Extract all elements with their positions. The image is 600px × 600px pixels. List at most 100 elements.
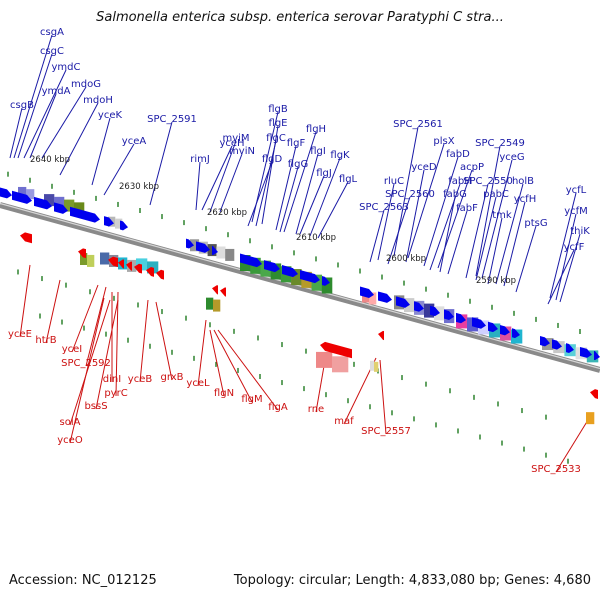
label-leader-line xyxy=(23,69,67,159)
kbp-label: 2620 kbp xyxy=(207,208,247,218)
label-leader-line xyxy=(515,225,537,293)
backbone-highlight xyxy=(0,202,600,370)
forward-gene-arrow xyxy=(282,265,298,278)
forward-gene-arrow xyxy=(580,347,592,358)
gene-feature-block xyxy=(44,194,55,207)
forward-gene-label: flgC xyxy=(266,133,286,144)
gene-feature-block xyxy=(64,199,75,212)
forward-gene-arrow xyxy=(414,301,424,312)
reverse-gene-label: solA xyxy=(60,417,81,428)
forward-gene-arrow xyxy=(196,241,210,253)
forward-gene-label: mviM xyxy=(222,133,249,144)
map-title: Salmonella enterica subsp. enterica sero… xyxy=(96,10,504,25)
forward-gene-label: SPC_2550 xyxy=(463,176,513,187)
label-leader-line xyxy=(299,175,325,235)
gene-feature-block xyxy=(370,360,375,371)
forward-gene-arrow xyxy=(322,276,330,286)
reverse-gene-label: grxB xyxy=(161,372,184,383)
label-leader-line xyxy=(219,153,243,213)
gene-feature-block xyxy=(190,239,200,252)
forward-gene-label: csgB xyxy=(10,100,34,111)
label-leader-line xyxy=(69,299,111,426)
label-leader-line xyxy=(29,93,57,159)
forward-gene-arrow xyxy=(120,220,128,231)
label-leader-line xyxy=(405,169,425,263)
reverse-gene-arrow xyxy=(20,232,32,244)
forward-gene-arrow xyxy=(472,317,486,329)
forward-gene-label: mdoG xyxy=(71,79,101,90)
label-leader-line xyxy=(85,286,107,367)
label-leader-line xyxy=(283,131,317,233)
forward-gene-arrow xyxy=(70,206,100,223)
forward-gene-label: SPC_2560 xyxy=(385,189,435,200)
forward-gene-arrow xyxy=(444,309,454,320)
gene-feature-block xyxy=(369,292,377,305)
reverse-gene-arrow xyxy=(134,263,142,274)
label-leader-line xyxy=(549,192,577,299)
reverse-gene-label: yceE xyxy=(8,329,32,340)
gene-feature-block xyxy=(26,189,35,200)
label-leader-line xyxy=(59,102,99,176)
gene-feature-block xyxy=(216,246,226,259)
reverse-gene-label: bssS xyxy=(84,401,107,412)
gene-feature-block xyxy=(321,277,333,294)
reverse-gene-arrow xyxy=(378,330,384,341)
reverse-gene-label: pyrC xyxy=(104,388,127,399)
label-leader-line xyxy=(315,365,325,413)
forward-gene-label: ptsG xyxy=(524,218,547,229)
forward-gene-arrow xyxy=(12,190,32,204)
label-leader-line xyxy=(41,86,87,159)
forward-gene-label: tmk xyxy=(492,210,512,221)
forward-gene-label: flgE xyxy=(269,118,288,129)
label-leader-line xyxy=(115,291,119,397)
gene-feature-block xyxy=(115,218,123,229)
forward-gene-label: flgH xyxy=(306,124,326,135)
forward-gene-arrow xyxy=(512,328,520,339)
reverse-gene-arrow xyxy=(156,269,164,280)
reverse-gene-arrow xyxy=(212,285,218,295)
forward-gene-arrow xyxy=(300,270,320,284)
label-leader-line xyxy=(155,301,173,381)
forward-gene-label: fabF xyxy=(456,203,478,214)
forward-gene-label: flgG xyxy=(288,159,308,170)
reverse-gene-arrow xyxy=(78,248,86,259)
reverse-gene-arrow xyxy=(590,389,598,399)
label-leader-line xyxy=(19,264,31,338)
label-leader-line xyxy=(149,121,173,206)
kbp-label: 2590 kbp xyxy=(476,276,516,286)
label-leader-line xyxy=(255,140,277,227)
accession-label: Accession: NC_012125 xyxy=(9,573,157,588)
forward-gene-arrow xyxy=(430,305,440,317)
forward-gene-label: flgK xyxy=(330,150,350,161)
label-leader-line xyxy=(407,143,445,259)
forward-gene-arrow xyxy=(566,343,574,353)
kbp-label: 2630 kbp xyxy=(119,182,159,192)
reverse-gene-arrow xyxy=(320,341,352,359)
label-leader-line xyxy=(71,284,99,353)
label-leader-line xyxy=(555,419,589,473)
label-leader-line xyxy=(475,196,497,281)
kbp-label: 2640 kbp xyxy=(30,155,70,165)
forward-gene-label: flgF xyxy=(287,138,306,149)
forward-gene-label: ycfL xyxy=(566,185,587,196)
label-leader-line xyxy=(369,209,385,263)
forward-gene-label: thiK xyxy=(570,226,590,237)
forward-gene-label: acpP xyxy=(460,162,484,173)
gene-feature-block xyxy=(478,320,490,335)
reverse-gene-arrow xyxy=(126,261,132,271)
forward-gene-label: fabG xyxy=(443,189,467,200)
label-leader-line xyxy=(13,34,53,159)
forward-gene-arrow xyxy=(378,291,392,303)
forward-gene-label: ycfH xyxy=(514,194,536,205)
label-leader-line xyxy=(495,183,524,285)
forward-gene-label: mdoH xyxy=(83,95,113,106)
label-leader-line xyxy=(481,159,513,279)
kbp-label: 2610 kbp xyxy=(296,233,336,243)
gene-feature-block xyxy=(87,254,95,267)
label-leader-line xyxy=(439,196,456,273)
forward-gene-arrow xyxy=(552,339,562,350)
label-leader-line xyxy=(377,183,395,261)
gene-feature-block xyxy=(225,248,235,261)
forward-gene-arrow xyxy=(34,196,52,210)
